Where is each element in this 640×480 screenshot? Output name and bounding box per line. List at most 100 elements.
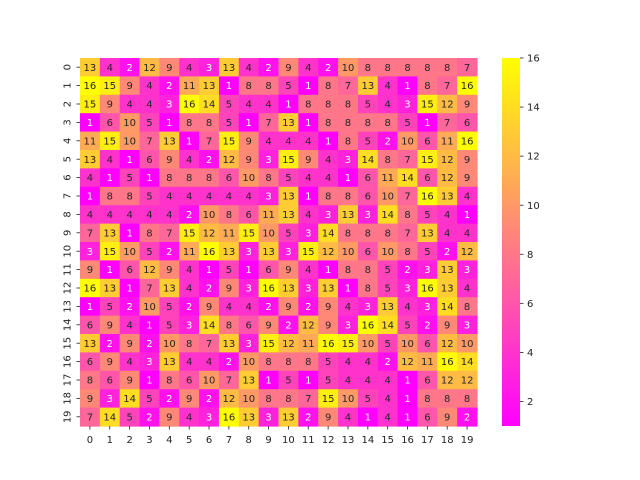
heatmap-cell-label: 7 [404, 155, 410, 166]
heatmap-cell-label: 4 [146, 81, 152, 92]
heatmap-cell-label: 10 [342, 394, 355, 405]
heatmap-cell [218, 131, 240, 151]
heatmap-cell-label: 3 [325, 210, 331, 221]
heatmap-cell-label: 5 [325, 376, 331, 387]
heatmap-cell [80, 76, 101, 96]
heatmap-cell [397, 297, 419, 317]
heatmap-cell [80, 407, 101, 427]
heatmap-cell-label: 16 [421, 192, 434, 203]
heatmap-cell-label: 13 [203, 81, 216, 92]
heatmap-cell [278, 94, 299, 114]
heatmap-cell-label: 12 [302, 320, 315, 331]
heatmap-cell-label: 4 [464, 192, 470, 203]
heatmap-cell-label: 13 [84, 155, 97, 166]
heatmap-cell-label: 4 [206, 357, 212, 368]
x-tick-label: 1 [107, 435, 113, 446]
heatmap-cell-label: 4 [107, 63, 113, 74]
heatmap-cell [119, 242, 141, 261]
heatmap-cell-label: 1 [404, 394, 410, 405]
heatmap-cell-label: 1 [265, 376, 271, 387]
heatmap-cell [357, 94, 379, 114]
heatmap-cell-label: 12 [441, 376, 454, 387]
heatmap-cell [437, 297, 458, 317]
heatmap-cell-label: 3 [424, 302, 430, 313]
heatmap-cell [119, 150, 141, 169]
heatmap-cell-label: 10 [381, 247, 394, 258]
heatmap-cell-label: 8 [246, 81, 252, 92]
heatmap-cell [199, 260, 220, 280]
heatmap-cell [417, 315, 438, 335]
heatmap-cell [99, 205, 121, 225]
heatmap-cell-label: 16 [421, 284, 434, 295]
heatmap-cell-label: 15 [103, 81, 116, 92]
heatmap-cell [139, 407, 160, 427]
heatmap-cell [437, 76, 458, 96]
heatmap-cell [437, 278, 458, 298]
heatmap-cell-label: 3 [265, 192, 271, 203]
heatmap-cell-label: 2 [404, 265, 410, 276]
heatmap-cell [318, 370, 339, 390]
heatmap-cell [457, 370, 478, 390]
heatmap-cell-label: 12 [441, 155, 454, 166]
heatmap-cell-label: 1 [285, 100, 291, 111]
heatmap-cell [139, 205, 160, 225]
heatmap-cell [437, 260, 458, 280]
heatmap-cell-label: 12 [461, 247, 474, 258]
heatmap-cell-label: 4 [464, 284, 470, 295]
colorbar-ticks: 2 4 6 8 10 12 14 16 [520, 54, 540, 408]
heatmap-cell [258, 58, 280, 77]
heatmap-cell-label: 2 [166, 247, 172, 258]
heatmap-cell-label: 10 [123, 118, 136, 129]
heatmap-cell-label: 6 [107, 118, 113, 129]
heatmap-cell-label: 1 [246, 118, 252, 129]
heatmap-cell [159, 150, 180, 169]
heatmap-cell [80, 131, 101, 151]
colorbar-tick-label: 2 [527, 397, 533, 408]
heatmap-cell [218, 389, 240, 409]
heatmap-cell-label: 8 [345, 118, 351, 129]
heatmap-cell [437, 94, 458, 114]
heatmap-cell-label: 3 [404, 284, 410, 295]
heatmap-cell-label: 5 [146, 394, 152, 405]
heatmap-cell-label: 1 [424, 118, 430, 129]
heatmap-cell-label: 10 [242, 357, 255, 368]
heatmap-cell [417, 407, 438, 427]
heatmap-cell-label: 14 [441, 302, 454, 313]
heatmap-cell-label: 11 [84, 136, 97, 147]
heatmap-cell [338, 389, 359, 409]
heatmap-cell [338, 315, 359, 335]
heatmap-cell-label: 4 [246, 100, 252, 111]
heatmap-cell-label: 12 [223, 155, 236, 166]
heatmap-cell [417, 113, 438, 133]
heatmap-cell [119, 260, 141, 280]
heatmap-cell [80, 94, 101, 114]
heatmap-cell [159, 242, 180, 261]
heatmap-cell-label: 2 [444, 247, 450, 258]
heatmap-cell [278, 297, 299, 317]
heatmap-cell-label: 8 [404, 210, 410, 221]
heatmap-cell-label: 2 [424, 320, 430, 331]
heatmap-cell-label: 1 [404, 412, 410, 423]
heatmap-cell [397, 205, 419, 225]
heatmap-cell-label: 5 [404, 320, 410, 331]
heatmap-cell-label: 5 [404, 118, 410, 129]
heatmap-cell [338, 168, 359, 188]
heatmap-cell [377, 389, 399, 409]
heatmap-cell-label: 6 [424, 376, 430, 387]
heatmap-cell-label: 8 [444, 63, 450, 74]
heatmap-cell-label: 9 [166, 63, 172, 74]
heatmap-cell-label: 7 [166, 228, 172, 239]
heatmap-cell-label: 1 [305, 81, 311, 92]
heatmap-cell [119, 352, 141, 372]
heatmap-cell-label: 13 [163, 284, 176, 295]
heatmap-cell-label: 8 [325, 100, 331, 111]
heatmap-cell-label: 9 [464, 155, 470, 166]
heatmap-cell [258, 94, 280, 114]
heatmap-cell [417, 297, 438, 317]
heatmap-cell [437, 113, 458, 133]
heatmap-cell [80, 278, 101, 298]
heatmap-cell [457, 260, 478, 280]
heatmap-cell [437, 352, 458, 372]
heatmap-cell [357, 168, 379, 188]
x-tick-label: 2 [126, 435, 132, 446]
